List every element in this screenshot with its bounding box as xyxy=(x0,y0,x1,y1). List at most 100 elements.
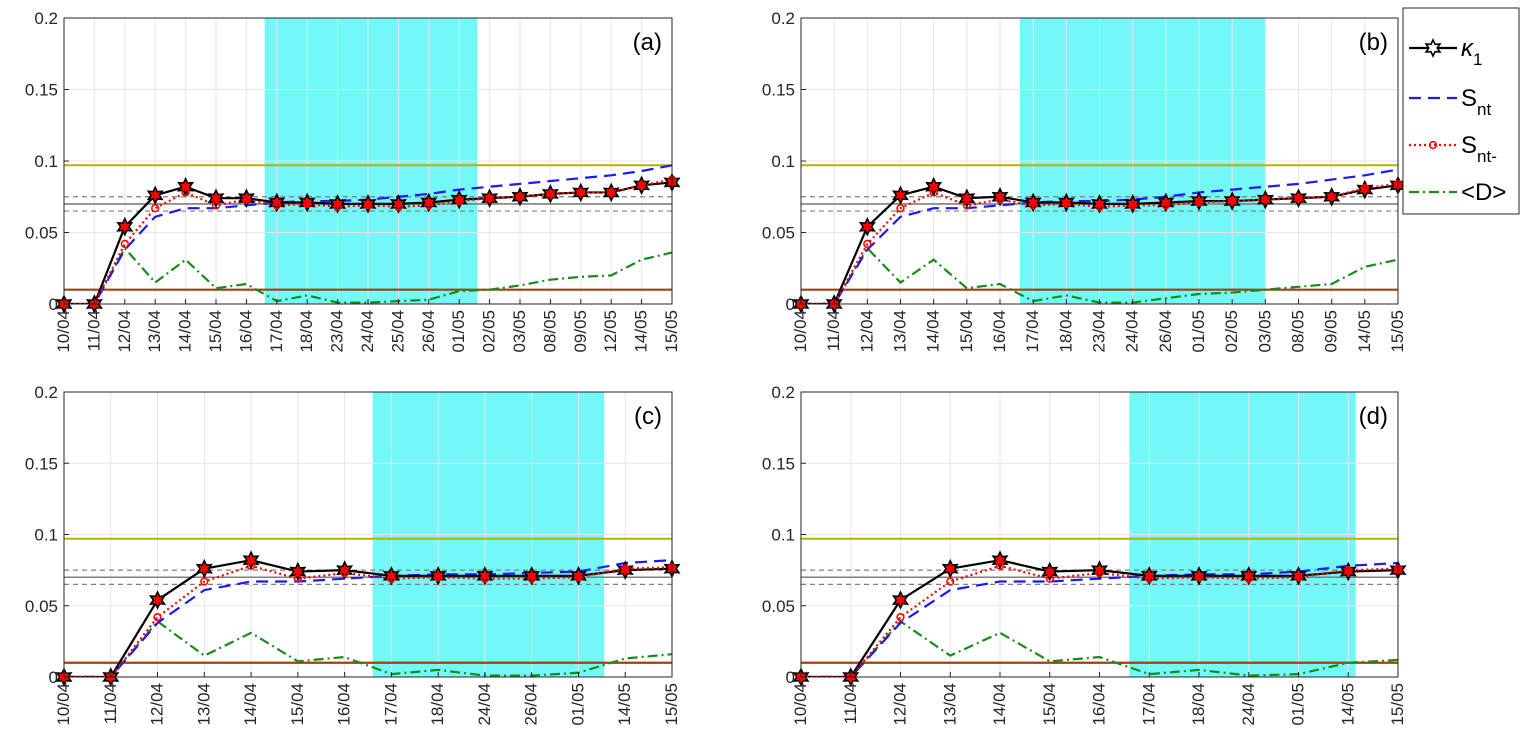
legend-label: Snt xyxy=(1461,85,1491,119)
x-tick-label: 17/04 xyxy=(267,310,286,353)
y-tick-label: 0 xyxy=(49,668,58,687)
point-kappa xyxy=(1041,561,1059,582)
point-s-nt-minus xyxy=(153,613,162,622)
x-tick-label: 17/04 xyxy=(1023,310,1042,353)
y-tick-label: 0.2 xyxy=(34,383,58,402)
point-kappa xyxy=(177,176,195,197)
panels-layer: 10/04 11/04 12/04 13/04 14/04 15/04 16/04 17/04… xyxy=(25,9,1407,726)
point-s-nt-minus xyxy=(333,202,342,211)
point-kappa xyxy=(941,558,959,579)
x-tick-label: 15/04 xyxy=(288,683,307,726)
point-s-nt-minus xyxy=(387,574,396,583)
point-kappa xyxy=(1190,565,1208,586)
panel-label: (a) xyxy=(633,29,662,56)
x-tick-label: 02/05 xyxy=(480,310,499,353)
y-tick-label: 0 xyxy=(49,295,58,314)
point-s-nt-minus xyxy=(480,574,490,583)
point-s-nt-minus xyxy=(574,573,583,582)
panel-label: (c) xyxy=(634,403,662,430)
point-kappa xyxy=(958,188,976,209)
x-tick-label: 03/05 xyxy=(510,310,529,353)
x-tick-label: 12/04 xyxy=(857,310,876,353)
point-s-nt-minus xyxy=(515,192,525,201)
point-kappa xyxy=(511,186,529,207)
point-s-nt-minus xyxy=(995,195,1005,204)
x-tick-label: 12/04 xyxy=(148,683,167,726)
x-tick-label: 09/05 xyxy=(1322,310,1341,353)
point-s-nt-minus xyxy=(434,573,443,582)
point-s-nt-minus xyxy=(394,202,403,211)
x-tick-label: 14/05 xyxy=(1338,683,1357,726)
point-kappa xyxy=(1124,194,1142,214)
x-tick-label: 15/05 xyxy=(1388,683,1407,726)
x-tick-label: 15/04 xyxy=(1040,683,1059,726)
series-line-D xyxy=(64,247,672,304)
point-s-nt-minus xyxy=(120,239,129,249)
x-tick-label: 23/04 xyxy=(328,310,347,353)
x-tick-label: 17/04 xyxy=(381,683,400,726)
chart-panel-3: 10/04 11/04 12/04 13/04 14/04 15/04 16/04 17/04… xyxy=(25,383,681,726)
x-tick-label: 26/04 xyxy=(1156,310,1175,353)
x-tick-label: 18/04 xyxy=(428,683,447,726)
point-s-nt-minus xyxy=(1228,196,1237,206)
point-kappa xyxy=(450,189,468,210)
point-s-nt-minus xyxy=(621,564,630,573)
legend-entry-S-nt: Snt xyxy=(1409,85,1491,119)
x-tick-label: 01/05 xyxy=(1189,310,1208,353)
x-tick-label: 13/04 xyxy=(891,310,910,353)
x-tick-label: 10/04 xyxy=(54,310,73,353)
x-tick-label: 14/05 xyxy=(632,310,651,353)
point-s-nt-minus xyxy=(303,199,312,209)
point-kappa xyxy=(1057,192,1075,213)
point-s-nt-minus xyxy=(1095,202,1104,211)
x-tick-label: 14/05 xyxy=(1355,310,1374,353)
x-tick-label: 09/05 xyxy=(571,310,590,353)
x-tick-label: 26/04 xyxy=(419,310,438,353)
x-tick-label: 10/04 xyxy=(791,683,810,726)
point-kappa xyxy=(633,175,651,196)
series-line-S-nt-minus xyxy=(64,564,672,677)
y-tick-label: 0 xyxy=(786,295,795,314)
point-kappa xyxy=(616,560,634,580)
y-tick-label: 0.05 xyxy=(762,597,795,616)
x-tick-label: 24/04 xyxy=(1123,310,1142,353)
point-kappa xyxy=(1289,188,1308,209)
point-s-nt-minus xyxy=(181,188,190,197)
point-kappa xyxy=(289,561,307,582)
x-tick-label: 26/04 xyxy=(522,683,541,726)
x-tick-label: 18/04 xyxy=(1056,310,1075,353)
x-tick-label: 18/04 xyxy=(1189,683,1208,726)
x-tick-label: 23/04 xyxy=(1090,310,1109,353)
point-s-nt-minus xyxy=(637,181,646,190)
series-line-D xyxy=(64,620,672,677)
x-tick-label: 12/04 xyxy=(891,683,910,726)
point-kappa xyxy=(149,590,167,610)
point-s-nt-minus xyxy=(527,574,536,583)
x-tick-label: 25/04 xyxy=(388,310,407,353)
point-kappa xyxy=(481,188,499,209)
point-kappa xyxy=(925,176,943,197)
chart-panel-2: 10/04 11/04 12/04 13/04 14/04 15/04 16/04 17/04… xyxy=(762,9,1407,353)
point-kappa xyxy=(298,192,316,213)
point-s-nt-minus xyxy=(1145,574,1154,583)
y-tick-label: 0.2 xyxy=(771,9,795,28)
x-tick-label: 11/04 xyxy=(841,683,860,724)
x-tick-label: 12/05 xyxy=(601,310,620,353)
y-tick-label: 0.15 xyxy=(762,81,795,100)
x-tick-label: 13/04 xyxy=(145,310,164,353)
x-tick-label: 24/04 xyxy=(475,683,494,726)
legend-label: κ1 xyxy=(1461,35,1482,69)
point-s-nt-minus xyxy=(1194,573,1204,582)
x-tick-label: 24/04 xyxy=(358,310,377,353)
x-tick-label: 16/04 xyxy=(236,310,255,353)
x-tick-label: 01/05 xyxy=(568,683,587,726)
x-tick-label: 11/04 xyxy=(84,310,103,351)
point-s-nt-minus xyxy=(896,613,905,622)
point-kappa xyxy=(858,216,876,237)
point-s-nt-minus xyxy=(200,577,209,586)
point-kappa xyxy=(1339,561,1357,582)
y-tick-label: 0.15 xyxy=(762,454,795,473)
point-kappa xyxy=(1323,186,1341,207)
x-tick-label: 01/05 xyxy=(449,310,468,353)
